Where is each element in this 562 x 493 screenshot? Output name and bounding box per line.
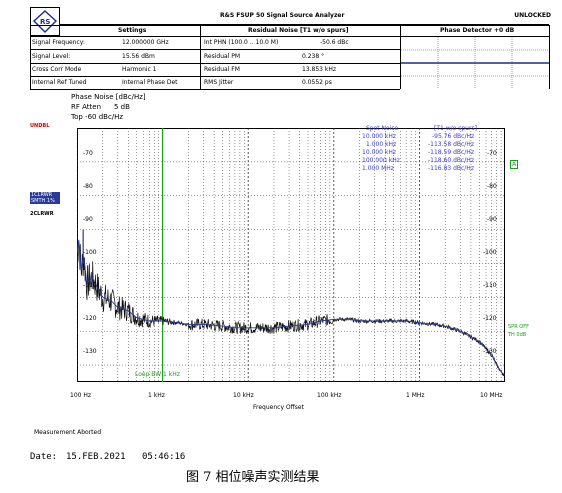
residual-pm-label: Residual PM xyxy=(204,53,241,60)
rf-atten-label: RF Atten xyxy=(71,103,102,111)
rs-logo: RS xyxy=(30,7,60,36)
signal-level-label: Signal Level: xyxy=(32,53,71,60)
x-tick: 1 MHz xyxy=(406,392,425,399)
spot-offset: 10.000 kHz xyxy=(362,149,397,156)
y-tick-right: -130 xyxy=(483,348,497,355)
date-label: Date: xyxy=(30,452,58,462)
title-bar: R&S FSUP 50 Signal Source Analyzer UNLOC… xyxy=(30,7,551,25)
spot-offset: 10.000 kHz xyxy=(362,133,397,140)
loop-bw-label: Loop BW 1 kHz xyxy=(135,371,180,378)
x-tick: 100 Hz xyxy=(70,392,92,399)
signal-level-value: 15.56 dBm xyxy=(122,53,155,60)
rf-atten-value: 5 dB xyxy=(114,103,130,111)
signal-frequency-label: Signal Frequency: xyxy=(32,39,85,46)
x-tick: 1 kHz xyxy=(148,392,165,399)
cross-corr-label: Cross Corr Mode xyxy=(32,66,82,73)
trace1-tag[interactable]: 1CLRWR SMTH 1% xyxy=(30,192,60,204)
rms-jitter-value: 0.0552 ps xyxy=(302,79,332,86)
x-axis-label: Frequency Offset xyxy=(253,404,304,411)
settings-table: Settings Residual Noise [T1 w/o spurs] P… xyxy=(30,25,550,93)
residual-fm-value: 13.853 kHz xyxy=(302,66,337,73)
undbl-tag: UNDBL xyxy=(30,123,50,129)
spot-value: -118.59 dBc/Hz xyxy=(428,149,474,156)
trace2-tag[interactable]: 2CLRWR xyxy=(30,211,54,217)
spot-noise-header: Spot Noise xyxy=(366,125,399,132)
smoothed-trace xyxy=(76,239,506,376)
y-tick-right: -120 xyxy=(483,315,497,322)
spot-value: -116.83 dBc/Hz xyxy=(428,165,474,172)
spot-offset: 100.000 kHz xyxy=(362,157,400,164)
y-tick-left: -100 xyxy=(83,249,97,256)
y-tick-left: -70 xyxy=(83,150,93,157)
date-value: 15.FEB.2021 xyxy=(66,452,126,462)
int-phn-value: -50.6 dBc xyxy=(320,39,349,46)
trace1-mode: 1CLRWR xyxy=(31,192,53,198)
y-tick-left: -80 xyxy=(83,183,93,190)
spur-off-tag: SPR OFF xyxy=(508,324,529,330)
rs-logo-icon: RS xyxy=(32,10,58,33)
trace1-smooth: SMTH 1% xyxy=(31,198,55,204)
spot-offset: 1.000 MHz xyxy=(362,165,394,172)
x-tick: 100 kHz xyxy=(317,392,342,399)
rms-jitter-label: RMS Jitter xyxy=(204,79,234,86)
phase-noise-unit: Phase Noise [dBc/Hz] xyxy=(71,93,146,101)
spot-offset: 1.000 kHz xyxy=(366,141,397,148)
svg-text:RS: RS xyxy=(40,18,50,26)
y-tick-right: -70 xyxy=(487,150,497,157)
figure-caption: 图 7 相位噪声实测结果 xyxy=(186,470,320,485)
y-tick-left: -110 xyxy=(83,282,97,289)
x-tick: 10 kHz xyxy=(233,392,254,399)
marker-a-tag: A xyxy=(510,160,519,169)
y-tick-right: -100 xyxy=(483,249,497,256)
spot-value: -113.58 dBc/Hz xyxy=(428,141,474,148)
y-tick-left: -90 xyxy=(83,216,93,223)
phase-detector-header: Phase Detector +0 dB xyxy=(440,27,515,34)
settings-header: Settings xyxy=(118,27,147,34)
internal-ref-label: Internal Ref Tuned xyxy=(32,79,87,86)
spot-value: -118.60 dBc/Hz xyxy=(428,157,474,164)
unlocked-status: UNLOCKED xyxy=(514,12,551,19)
phase-noise-trace xyxy=(76,243,506,377)
top-level: Top -60 dBc/Hz xyxy=(71,113,124,121)
residual-fm-label: Residual FM xyxy=(204,66,240,73)
spot-noise-header-right: [T1 w/o spurs] xyxy=(434,125,477,132)
threshold-tag: TH 0dB xyxy=(508,332,527,338)
internal-ref-value: Internal Phase Det xyxy=(122,79,178,86)
plot-svg xyxy=(76,128,506,382)
residual-pm-value: 0.238 ° xyxy=(302,53,325,60)
residual-noise-header: Residual Noise [T1 w/o spurs] xyxy=(248,27,349,34)
y-tick-right: -90 xyxy=(487,216,497,223)
y-tick-right: -110 xyxy=(483,282,497,289)
measurement-status: Measurement Aborted xyxy=(34,429,102,436)
phase-detector-display xyxy=(401,37,549,89)
signal-frequency-value: 12.000000 GHz xyxy=(122,39,169,46)
y-tick-left: -130 xyxy=(83,348,97,355)
phase-noise-plot: -70 -80 -90 -100 -110 -120 -130 -70 -80 … xyxy=(76,125,506,382)
time-value: 05:46:16 xyxy=(142,452,186,462)
int-phn-label: Int PHN (100.0 .. 10.0 M) xyxy=(204,39,279,46)
spot-value: -95.76 dBc/Hz xyxy=(432,133,475,140)
y-tick-right: -80 xyxy=(487,183,497,190)
app-title: R&S FSUP 50 Signal Source Analyzer xyxy=(220,12,345,19)
cross-corr-value: Harmonic 1 xyxy=(122,66,157,73)
y-tick-left: -120 xyxy=(83,315,97,322)
x-tick: 10 MHz xyxy=(480,392,503,399)
